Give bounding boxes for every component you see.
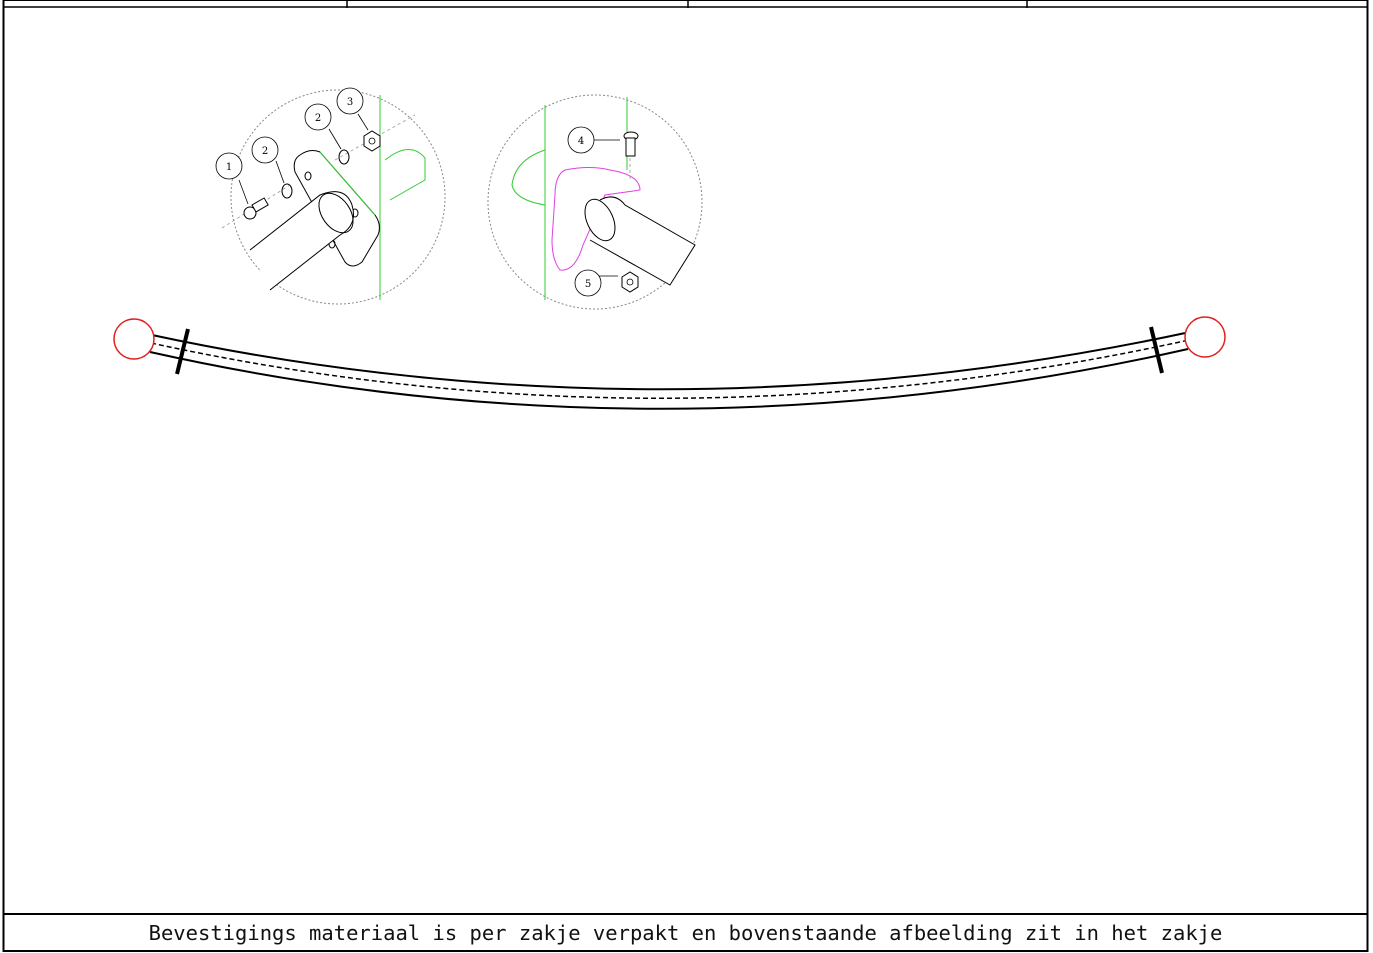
detail-right-bracket-mount: 4 5	[488, 95, 702, 309]
callout-number: 4	[578, 136, 584, 147]
title-block	[3, 0, 1367, 8]
anchor-point-right	[1185, 317, 1225, 357]
callout-number: 5	[585, 279, 591, 290]
curved-span	[150, 332, 1190, 409]
callout-number: 3	[347, 97, 353, 108]
callout-number: 2	[262, 146, 268, 157]
detail-left-plate-mount: 1 2 2 3	[216, 88, 445, 304]
callout-bubble: 5	[575, 270, 601, 296]
end-clamp-right	[1151, 327, 1162, 373]
callout-bubble: 4	[568, 127, 594, 153]
caption-note: Bevestigings materiaal is per zakje verp…	[4, 914, 1367, 951]
callout-bubble: 2	[252, 137, 278, 163]
callout-bubble: 1	[216, 153, 242, 179]
bolt	[244, 198, 268, 219]
anchor-point-left	[114, 319, 154, 359]
nut	[622, 272, 638, 292]
sheet-frame	[4, 0, 1368, 951]
callout-number: 1	[226, 162, 232, 173]
bolt	[624, 132, 638, 156]
washer	[282, 184, 292, 198]
nut	[364, 131, 380, 151]
end-clamp-left	[177, 329, 188, 374]
callout-bubble: 2	[305, 104, 331, 130]
span-outer-top	[152, 332, 1190, 389]
callout-bubble: 3	[337, 88, 363, 114]
callout-number: 2	[315, 113, 321, 124]
span-outer-bottom	[150, 349, 1188, 409]
